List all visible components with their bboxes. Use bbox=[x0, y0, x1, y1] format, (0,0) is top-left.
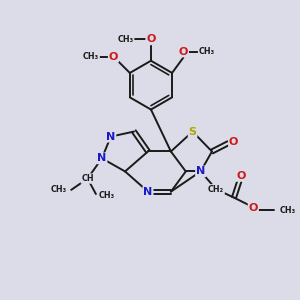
Text: N: N bbox=[106, 132, 116, 142]
Text: N: N bbox=[143, 187, 153, 197]
Text: O: O bbox=[249, 203, 258, 213]
Text: O: O bbox=[109, 52, 118, 61]
Text: O: O bbox=[146, 34, 156, 44]
Text: N: N bbox=[97, 153, 106, 163]
Text: S: S bbox=[189, 127, 196, 136]
Text: CH₃: CH₃ bbox=[51, 185, 67, 194]
Text: CH₃: CH₃ bbox=[99, 191, 115, 200]
Text: N: N bbox=[196, 167, 205, 176]
Text: O: O bbox=[179, 46, 188, 56]
Text: CH₃: CH₃ bbox=[83, 52, 99, 61]
Text: CH₃: CH₃ bbox=[280, 206, 296, 215]
Text: O: O bbox=[229, 137, 238, 147]
Text: CH: CH bbox=[81, 174, 94, 183]
Text: CH₃: CH₃ bbox=[118, 35, 134, 44]
Text: CH₂: CH₂ bbox=[208, 185, 224, 194]
Text: CH₃: CH₃ bbox=[199, 47, 215, 56]
Text: O: O bbox=[236, 171, 245, 181]
